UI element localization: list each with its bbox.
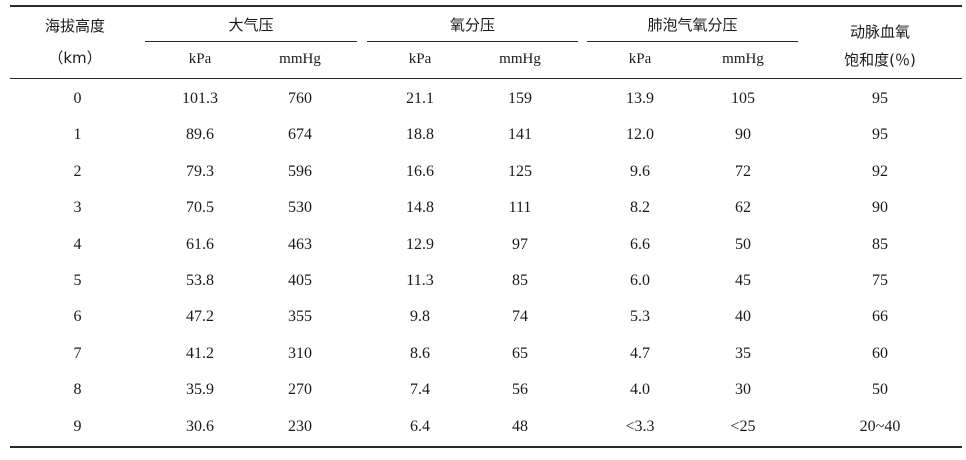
cell-o2-kpa: 12.9 (406, 235, 434, 253)
cell-sao2: 95 (872, 90, 888, 107)
cell-atm-mmhg: 674 (288, 126, 312, 144)
cell-atm-kpa: 53.8 (186, 272, 214, 289)
cell-o2-kpa: 9.8 (410, 308, 430, 326)
header-alveolar-o2: 肺泡气氧分压 (647, 16, 738, 34)
unit-o2-kpa: kPa (408, 51, 432, 67)
cell-o2-kpa: 7.4 (410, 381, 430, 399)
cell-alveolar-mmhg: 62 (735, 199, 751, 217)
cell-altitude: 3 (73, 199, 82, 217)
cell-alveolar-mmhg: 105 (731, 90, 755, 107)
cell-alveolar-mmhg: 50 (735, 235, 751, 253)
cell-alveolar-kpa: 6.6 (630, 235, 650, 253)
cell-sao2: 50 (872, 381, 888, 399)
cell-alveolar-kpa: 9.6 (630, 162, 650, 180)
cell-alveolar-kpa: 6.0 (630, 272, 650, 289)
cell-alveolar-kpa: 4.0 (630, 381, 650, 399)
header-bottom-border (10, 78, 962, 79)
cell-altitude: 0 (73, 90, 82, 107)
cell-atm-kpa: 47.2 (186, 308, 214, 326)
header-sao2-line2: 饱和度(％) (844, 51, 916, 69)
header-altitude-unit: （km） (48, 49, 102, 67)
cell-sao2: 66 (872, 308, 888, 326)
header-atm-pressure: 大气压 (228, 16, 274, 34)
cell-o2-mmhg: 74 (512, 308, 528, 326)
cell-alveolar-mmhg: <25 (730, 417, 756, 435)
cell-o2-kpa: 8.6 (410, 344, 430, 362)
cell-o2-mmhg: 111 (508, 199, 532, 217)
cell-atm-mmhg: 230 (288, 417, 312, 435)
bottom-border (10, 446, 962, 448)
cell-o2-mmhg: 141 (508, 126, 532, 144)
cell-sao2: 90 (872, 199, 888, 217)
cell-altitude: 6 (73, 308, 82, 326)
cell-atm-kpa: 61.6 (186, 235, 214, 253)
cell-sao2: 85 (872, 235, 888, 253)
cell-atm-mmhg: 405 (288, 272, 312, 289)
cell-sao2: 95 (872, 126, 888, 144)
cell-atm-mmhg: 596 (288, 162, 312, 180)
cell-atm-kpa: 79.3 (186, 162, 214, 180)
cell-atm-mmhg: 355 (288, 308, 312, 326)
cell-atm-mmhg: 530 (288, 199, 312, 217)
cell-sao2: 92 (872, 162, 888, 180)
cell-atm-kpa: 35.9 (186, 381, 214, 399)
unit-o2-mmhg: mmHg (499, 51, 541, 67)
cell-o2-kpa: 21.1 (406, 90, 434, 107)
cell-o2-kpa: 18.8 (406, 126, 434, 144)
cell-o2-kpa: 11.3 (406, 272, 434, 289)
header-o2-partial: 氧分压 (449, 16, 495, 34)
cell-atm-kpa: 30.6 (186, 417, 214, 435)
cell-o2-kpa: 14.8 (406, 199, 434, 217)
cell-atm-kpa: 70.5 (186, 199, 214, 217)
top-border (10, 5, 962, 7)
cell-altitude: 7 (73, 344, 82, 362)
header-sao2-line1: 动脉血氧 (849, 23, 910, 41)
alveolar-o2-underline (587, 41, 798, 42)
cell-atm-mmhg: 463 (288, 235, 312, 253)
cell-o2-mmhg: 159 (508, 90, 532, 107)
cell-atm-kpa: 101.3 (182, 90, 218, 107)
cell-alveolar-mmhg: 90 (735, 126, 751, 144)
cell-alveolar-kpa: 5.3 (630, 308, 650, 326)
cell-alveolar-kpa: <3.3 (625, 417, 655, 435)
cell-o2-kpa: 16.6 (406, 162, 434, 180)
cell-altitude: 9 (73, 417, 82, 435)
cell-alveolar-kpa: 12.0 (626, 126, 654, 144)
cell-altitude: 4 (73, 235, 82, 253)
unit-atm-kpa: kPa (188, 51, 212, 67)
cell-alveolar-mmhg: 72 (735, 162, 751, 180)
header-altitude: 海拔高度 (44, 17, 105, 35)
cell-alveolar-kpa: 4.7 (630, 344, 650, 362)
cell-atm-mmhg: 310 (288, 344, 312, 362)
cell-alveolar-mmhg: 45 (735, 272, 751, 289)
unit-alveolar-mmhg: mmHg (722, 51, 764, 67)
o2-partial-underline (367, 41, 578, 42)
cell-o2-mmhg: 48 (512, 417, 528, 435)
cell-alveolar-mmhg: 40 (735, 308, 751, 326)
cell-o2-mmhg: 97 (512, 235, 528, 253)
cell-o2-mmhg: 85 (512, 272, 528, 289)
cell-atm-kpa: 89.6 (186, 126, 214, 144)
cell-altitude: 2 (73, 162, 82, 180)
cell-alveolar-mmhg: 35 (735, 344, 751, 362)
cell-o2-mmhg: 56 (512, 381, 528, 399)
cell-o2-mmhg: 125 (508, 162, 532, 180)
cell-atm-mmhg: 270 (288, 381, 312, 399)
cell-alveolar-kpa: 8.2 (630, 199, 650, 217)
cell-o2-kpa: 6.4 (410, 417, 430, 435)
cell-altitude: 8 (73, 381, 82, 399)
atm-pressure-underline (145, 41, 357, 42)
cell-alveolar-mmhg: 30 (735, 381, 751, 399)
cell-sao2: 20~40 (859, 417, 901, 435)
unit-atm-mmhg: mmHg (279, 51, 321, 67)
cell-altitude: 5 (73, 272, 82, 289)
cell-alveolar-kpa: 13.9 (626, 90, 654, 107)
cell-sao2: 60 (872, 344, 888, 362)
cell-sao2: 75 (872, 272, 888, 289)
cell-atm-mmhg: 760 (288, 90, 312, 107)
cell-o2-mmhg: 65 (512, 344, 528, 362)
cell-altitude: 1 (73, 126, 82, 144)
cell-atm-kpa: 41.2 (186, 344, 214, 362)
unit-alveolar-kpa: kPa (628, 51, 652, 67)
